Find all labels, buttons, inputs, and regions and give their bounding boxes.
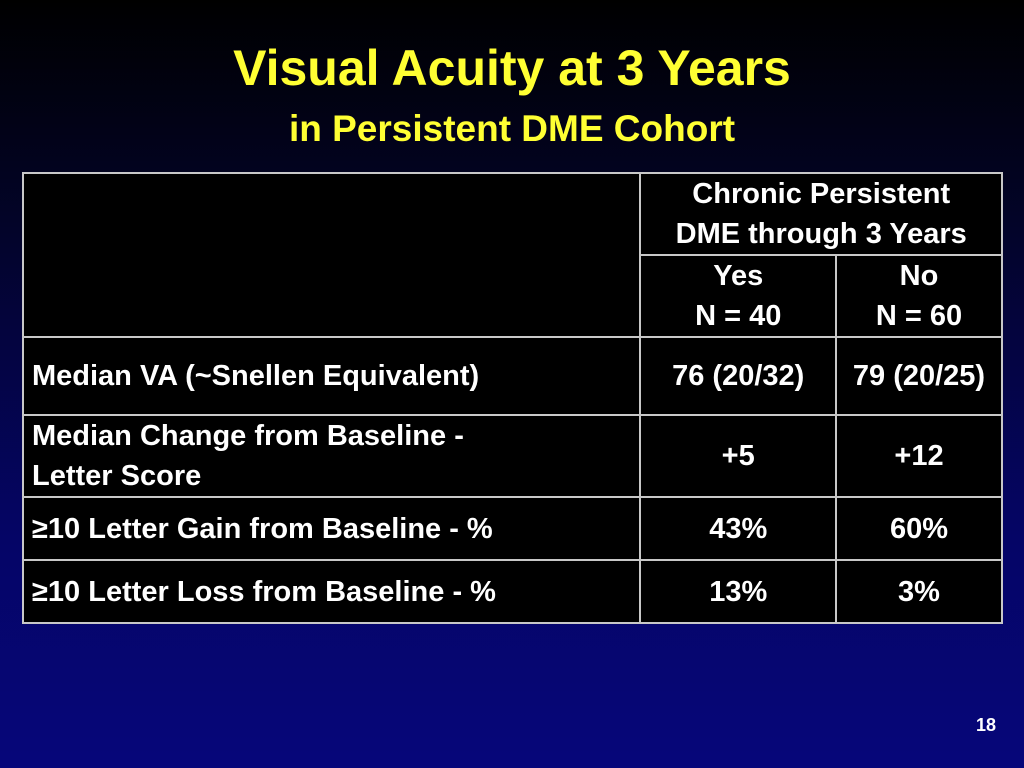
row-label: ≥10 Letter Gain from Baseline - % — [21, 496, 642, 561]
column-no-n: N = 60 — [875, 300, 963, 332]
cell-yes: 43% — [639, 496, 837, 561]
cell-no: 60% — [835, 496, 1003, 561]
row-label: Median VA (~Snellen Equivalent) — [21, 336, 642, 416]
table-row: Median Change from Baseline - Letter Sco… — [21, 414, 1003, 498]
group-header-cell: Chronic Persistent DME through 3 Years — [639, 172, 1003, 256]
slide-title: Visual Acuity at 3 Years — [233, 40, 791, 96]
slide-subtitle: in Persistent DME Cohort — [288, 108, 736, 149]
table-row: Median VA (~Snellen Equivalent) 76 (20/3… — [21, 336, 1003, 416]
table-row: ≥10 Letter Loss from Baseline - % 13% 3% — [21, 559, 1003, 624]
row-label: Median Change from Baseline - Letter Sco… — [21, 414, 642, 498]
row-label-line2: Letter Score — [32, 460, 202, 492]
page-number: 18 — [975, 715, 996, 735]
table-subheader-row: Yes N = 40 No N = 60 — [23, 254, 1003, 338]
column-no-label: No — [899, 260, 939, 292]
group-header-line2: DME through 3 Years — [675, 218, 967, 250]
cell-no: 79 (20/25) — [835, 336, 1003, 416]
cell-no: +12 — [835, 414, 1003, 498]
table-row: ≥10 Letter Gain from Baseline - % 43% 60… — [21, 496, 1003, 561]
column-header-no: No N = 60 — [835, 254, 1003, 338]
table-header-row: Chronic Persistent DME through 3 Years — [21, 172, 1003, 338]
row-label: ≥10 Letter Loss from Baseline - % — [21, 559, 642, 624]
group-header-line1: Chronic Persistent — [692, 178, 951, 210]
cell-yes: +5 — [639, 414, 837, 498]
column-yes-label: Yes — [713, 260, 764, 292]
cell-yes: 13% — [639, 559, 837, 624]
cell-yes: 76 (20/32) — [639, 336, 837, 416]
column-header-yes: Yes N = 40 — [639, 254, 837, 338]
column-yes-n: N = 40 — [695, 300, 782, 332]
row-label-line1: Median Change from Baseline - — [32, 420, 464, 452]
results-table: Chronic Persistent DME through 3 Years Y… — [21, 172, 1003, 624]
cell-no: 3% — [835, 559, 1003, 624]
empty-corner-cell — [21, 172, 642, 338]
